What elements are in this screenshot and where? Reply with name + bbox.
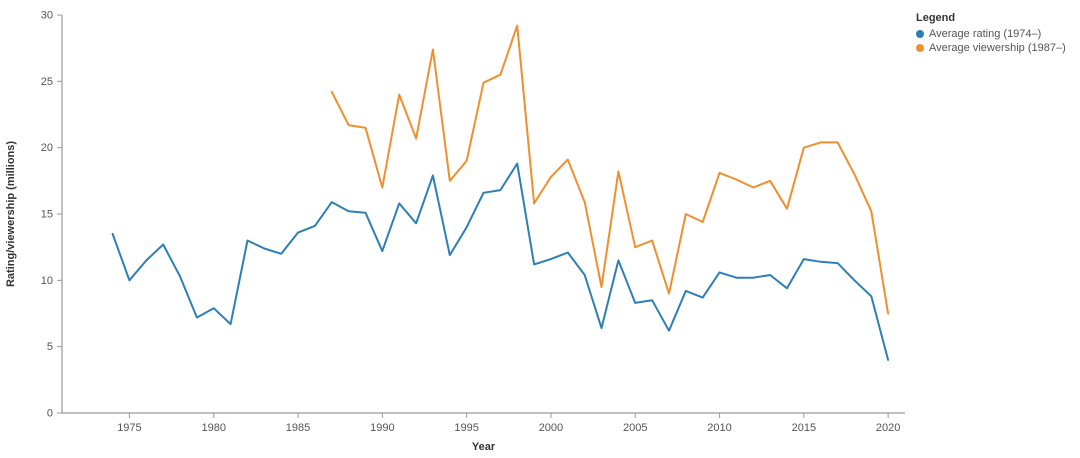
y-axis-tick-label: 10 [41,275,53,287]
y-axis-tick-label: 0 [47,408,53,420]
y-axis-tick-label: 15 [41,209,53,221]
y-axis-tick-label: 30 [41,10,53,22]
legend-label-average-viewership: Average viewership (1987–) [929,42,1066,54]
legend-entry-average-rating: Average rating (1974–) [916,28,1066,40]
x-axis-tick-label: 1980 [201,422,225,434]
y-axis-tick-label: 20 [41,142,53,154]
x-axis-tick-label: 2015 [792,422,816,434]
y-axis-tick-label: 5 [47,341,53,353]
legend: Legend Average rating (1974–) Average vi… [916,12,1066,56]
legend-label-average-rating: Average rating (1974–) [929,28,1042,40]
legend-entry-average-viewership: Average viewership (1987–) [916,42,1066,54]
x-axis-tick-label: 1985 [286,422,310,434]
x-axis-tick-label: 1995 [454,422,478,434]
series-line-average-viewership [330,24,890,315]
viewership-series-marker-icon [916,44,924,52]
x-axis-tick-label: 2010 [707,422,731,434]
rating-series-marker-icon [916,30,924,38]
y-axis-title: Rating/viewership (millions) [5,141,17,287]
x-axis-tick-label: 2020 [876,422,900,434]
x-axis-tick-label: 1975 [117,422,141,434]
x-axis-tick-label: 2005 [623,422,647,434]
series-line-average-rating [111,162,890,361]
x-axis-tick-label: 2000 [539,422,563,434]
x-axis-title: Year [472,441,496,453]
x-axis-tick-label: 1990 [370,422,394,434]
axis-domain [61,15,905,414]
legend-title: Legend [916,12,956,24]
y-axis-tick-label: 25 [41,76,53,88]
